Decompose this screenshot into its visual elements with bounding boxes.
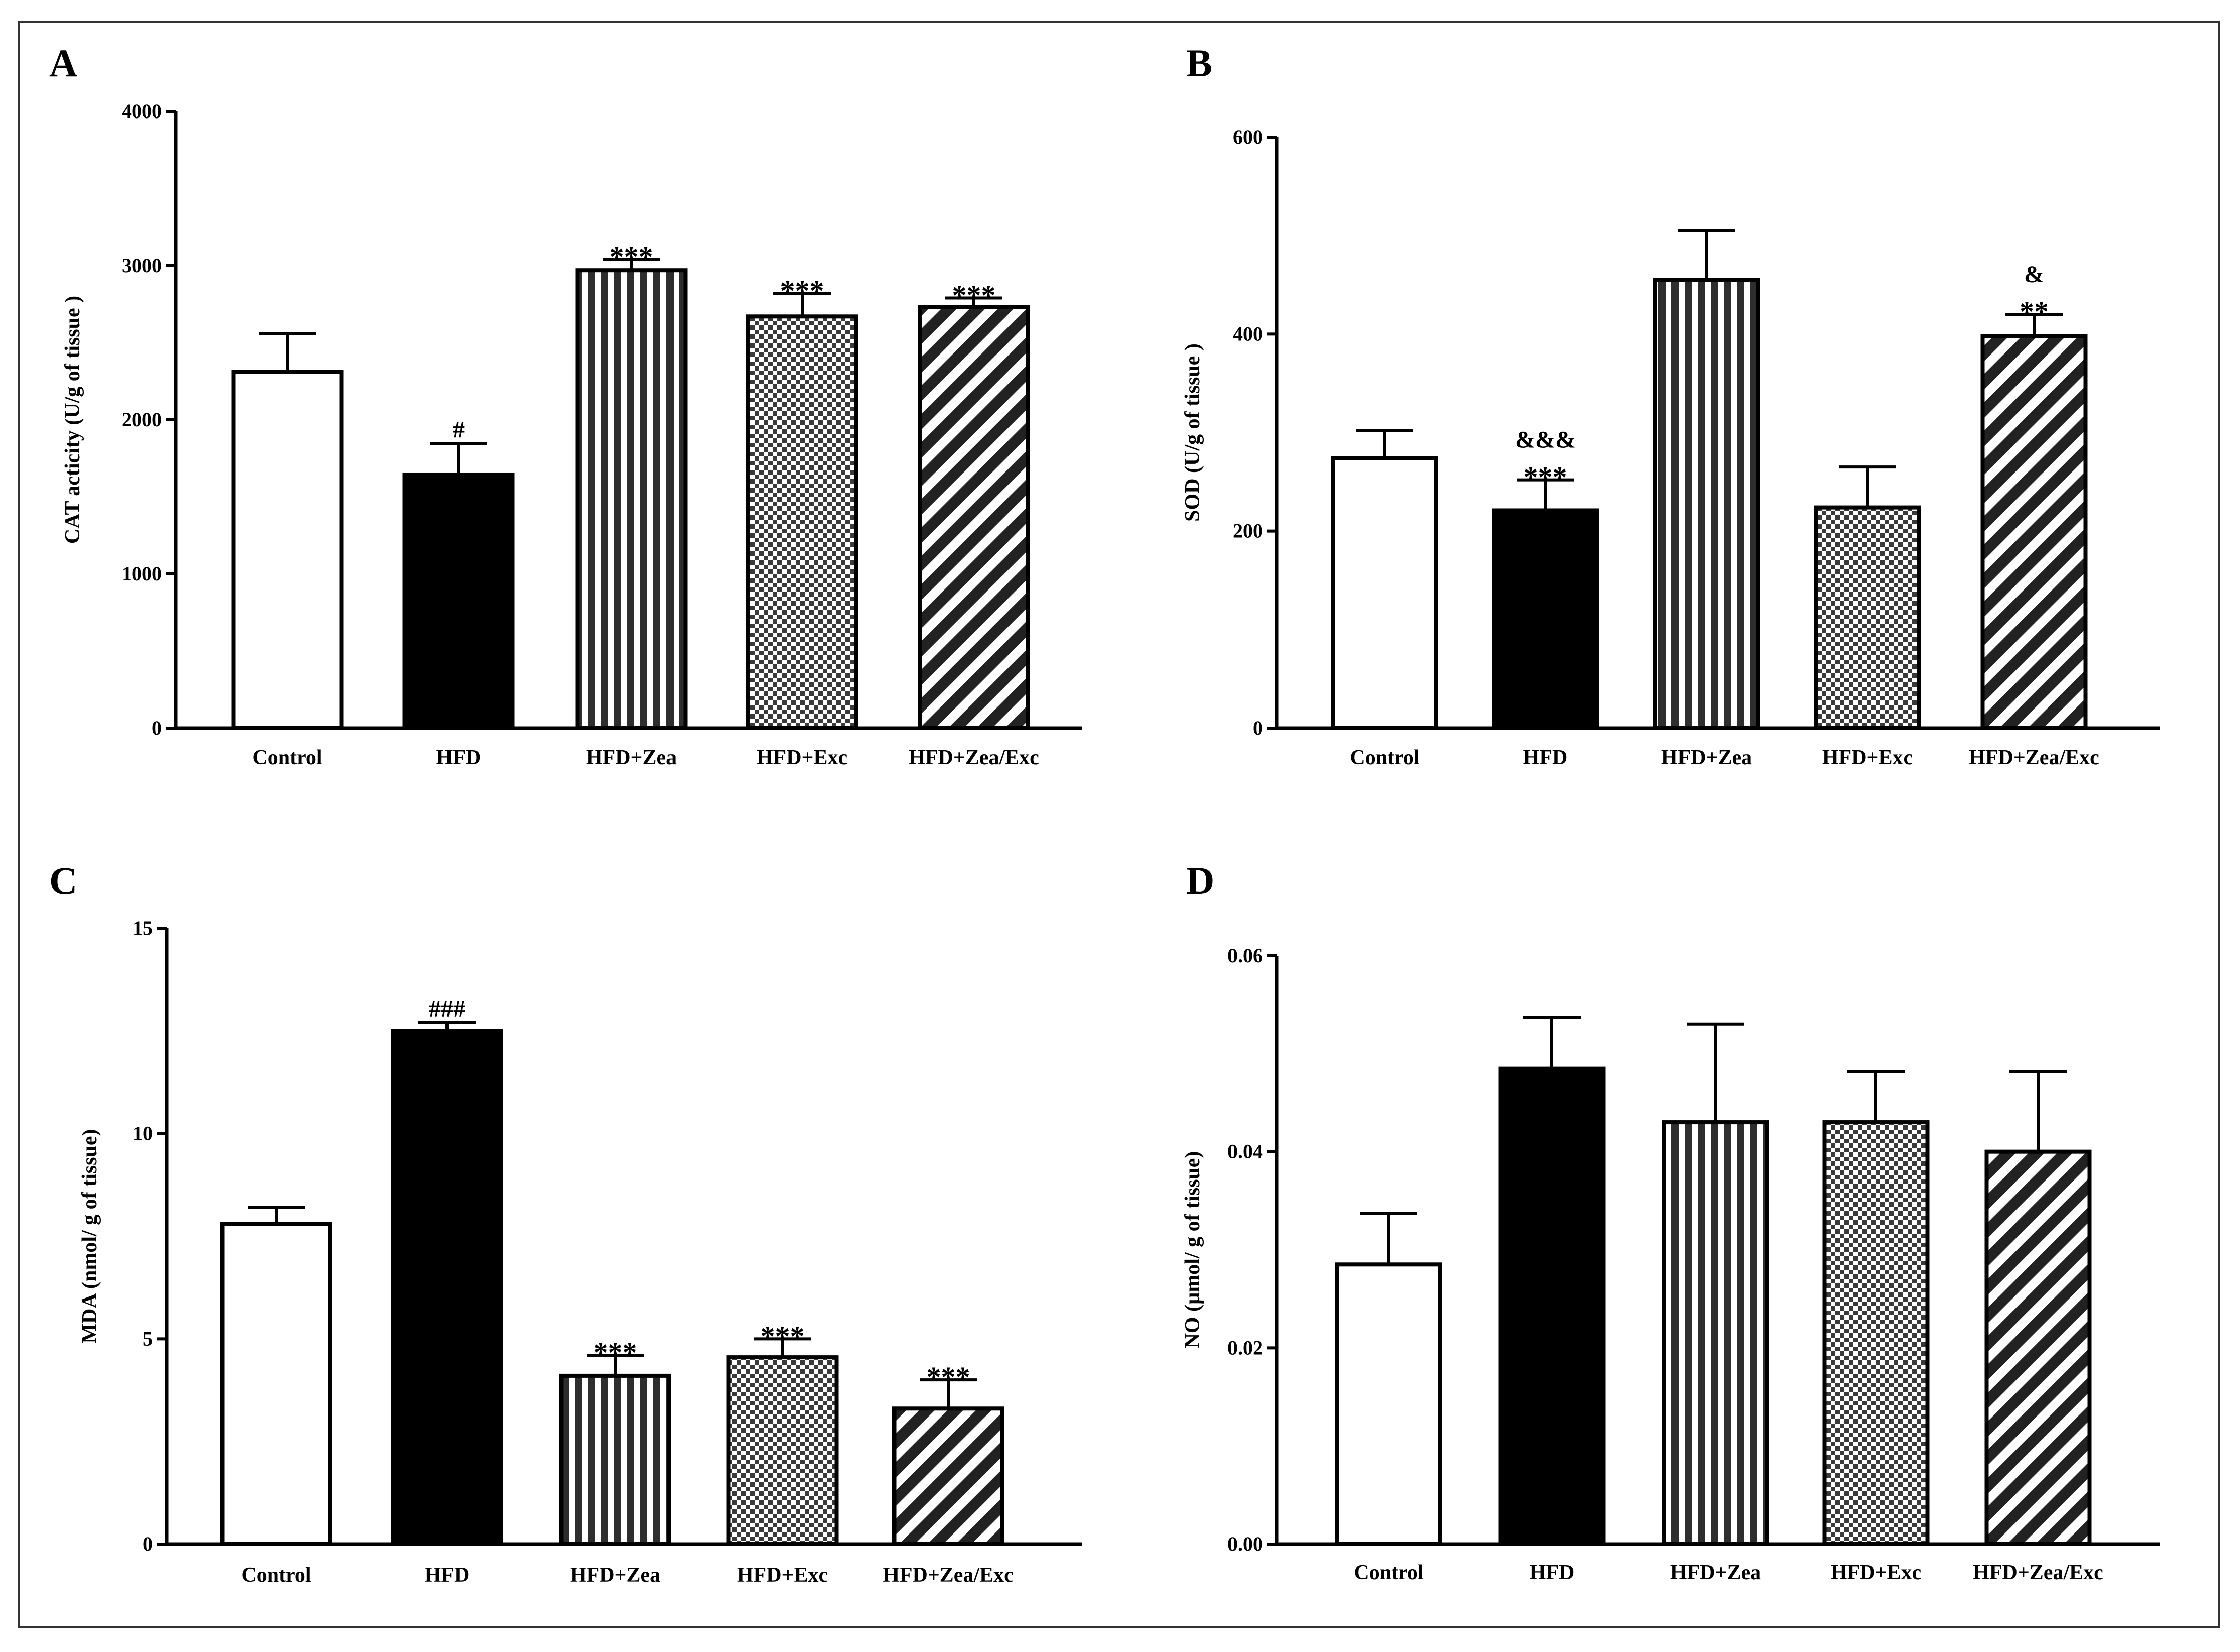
x-tick-label: HFD+Exc xyxy=(1822,746,1913,769)
panel-c: C 0 5 10 15 MDA (nmol/ g of tissue) Control HFD… xyxy=(49,859,1082,1587)
bar-control xyxy=(1331,456,1438,730)
x-tick-label: HFD xyxy=(425,1564,470,1587)
y-tick-label: 4000 xyxy=(122,100,162,123)
bar-control xyxy=(1335,1262,1442,1547)
x-tick-label: HFD xyxy=(1530,1561,1575,1584)
significance-label: & xyxy=(2024,261,2044,288)
x-tick-label: Control xyxy=(241,1564,311,1587)
panel-letter: D xyxy=(1186,859,1214,902)
significance-label: *** xyxy=(780,274,824,307)
x-tick-label: Control xyxy=(1350,746,1419,769)
y-tick-label: 2000 xyxy=(122,408,162,431)
panel-d: D 0.00 0.02 0.04 0.06 NO (µmol/ g of tissue) C… xyxy=(1181,859,2160,1584)
bar-hfd xyxy=(1498,1066,1606,1546)
x-tick-label: HFD+Zea xyxy=(570,1564,660,1587)
x-tick-label: HFD+Zea/Exc xyxy=(1973,1561,2103,1584)
significance-label: ** xyxy=(2020,295,2049,328)
panel-letter: A xyxy=(49,41,77,85)
bar-hfd-zea xyxy=(1662,1120,1769,1546)
y-tick-label: 0 xyxy=(143,1532,153,1555)
bar-hfd xyxy=(402,472,515,730)
bar-control xyxy=(231,370,344,730)
significance-label: # xyxy=(453,417,465,443)
bar-hfd-zea xyxy=(559,1373,671,1546)
x-tick-label: HFD+Zea xyxy=(1670,1561,1761,1584)
y-tick-label: 0 xyxy=(152,717,162,739)
panel-a: A 0 1000 2000 3000 4000 CAT acticity (U/g of t… xyxy=(49,41,1082,769)
y-tick-label: 3000 xyxy=(122,254,162,277)
y-tick-label: 0.04 xyxy=(1227,1140,1263,1163)
bar-hfd-exc xyxy=(1814,505,1921,730)
bar-hfd-exc xyxy=(1822,1120,1930,1546)
y-tick-label: 5 xyxy=(143,1327,153,1350)
y-tick-label: 400 xyxy=(1233,322,1263,345)
y-tick-label: 10 xyxy=(133,1122,153,1145)
y-axis-label: CAT acticity (U/g of tissue ) xyxy=(61,296,84,544)
y-tick-label: 1000 xyxy=(122,562,162,585)
significance-label: *** xyxy=(594,1336,637,1369)
bar-hfd-zea-exc xyxy=(1980,334,2088,730)
x-tick-label: HFD+Zea/Exc xyxy=(909,746,1039,769)
significance-label: *** xyxy=(610,241,653,273)
bar-hfd xyxy=(391,1029,503,1546)
bar-hfd-exc xyxy=(746,314,858,730)
significance-label: *** xyxy=(1524,461,1567,494)
panel-letter: C xyxy=(49,859,77,902)
x-tick-label: HFD xyxy=(1523,746,1568,769)
y-tick-label: 0.02 xyxy=(1227,1336,1263,1359)
x-tick-label: HFD+Zea xyxy=(586,746,677,769)
x-tick-label: HFD+Exc xyxy=(1831,1561,1921,1584)
significance-label: *** xyxy=(952,279,996,311)
bar-hfd-exc xyxy=(726,1355,839,1546)
y-tick-label: 600 xyxy=(1233,126,1263,148)
x-tick-label: HFD xyxy=(436,746,481,769)
bar-hfd-zea xyxy=(1653,278,1760,730)
x-tick-label: Control xyxy=(1354,1561,1423,1584)
bar-control xyxy=(220,1222,332,1546)
panel-letter: B xyxy=(1186,41,1212,85)
significance-label: ### xyxy=(429,996,465,1022)
y-tick-label: 15 xyxy=(133,917,153,939)
x-tick-label: HFD+Exc xyxy=(757,746,847,769)
significance-label: &&& xyxy=(1515,427,1576,453)
y-tick-label: 200 xyxy=(1233,520,1263,542)
y-tick-label: 0.06 xyxy=(1227,944,1263,967)
bar-hfd-zea-exc xyxy=(892,1406,1004,1547)
x-tick-label: HFD+Zea/Exc xyxy=(1969,746,2099,769)
y-axis-label: SOD (U/g of tissue ) xyxy=(1181,343,1204,522)
bar-hfd-zea-exc xyxy=(1984,1149,2092,1547)
x-tick-label: HFD+Zea/Exc xyxy=(883,1564,1014,1587)
x-tick-label: Control xyxy=(252,746,322,769)
significance-label: *** xyxy=(761,1320,805,1352)
y-axis-label: MDA (nmol/ g of tissue) xyxy=(78,1129,101,1344)
bar-hfd-zea-exc xyxy=(918,305,1030,730)
x-tick-label: HFD+Exc xyxy=(737,1564,828,1587)
bar-hfd xyxy=(1492,508,1599,730)
y-tick-label: 0 xyxy=(1253,717,1263,739)
x-tick-label: HFD+Zea xyxy=(1661,746,1752,769)
panel-b: B 0 200 400 600 SOD (U/g of tissue ) Control HF… xyxy=(1181,41,2160,769)
significance-label: *** xyxy=(927,1361,970,1393)
y-axis-label: NO (µmol/ g of tissue) xyxy=(1181,1151,1204,1349)
y-tick-label: 0.00 xyxy=(1227,1532,1263,1555)
bar-hfd-zea xyxy=(575,268,688,730)
